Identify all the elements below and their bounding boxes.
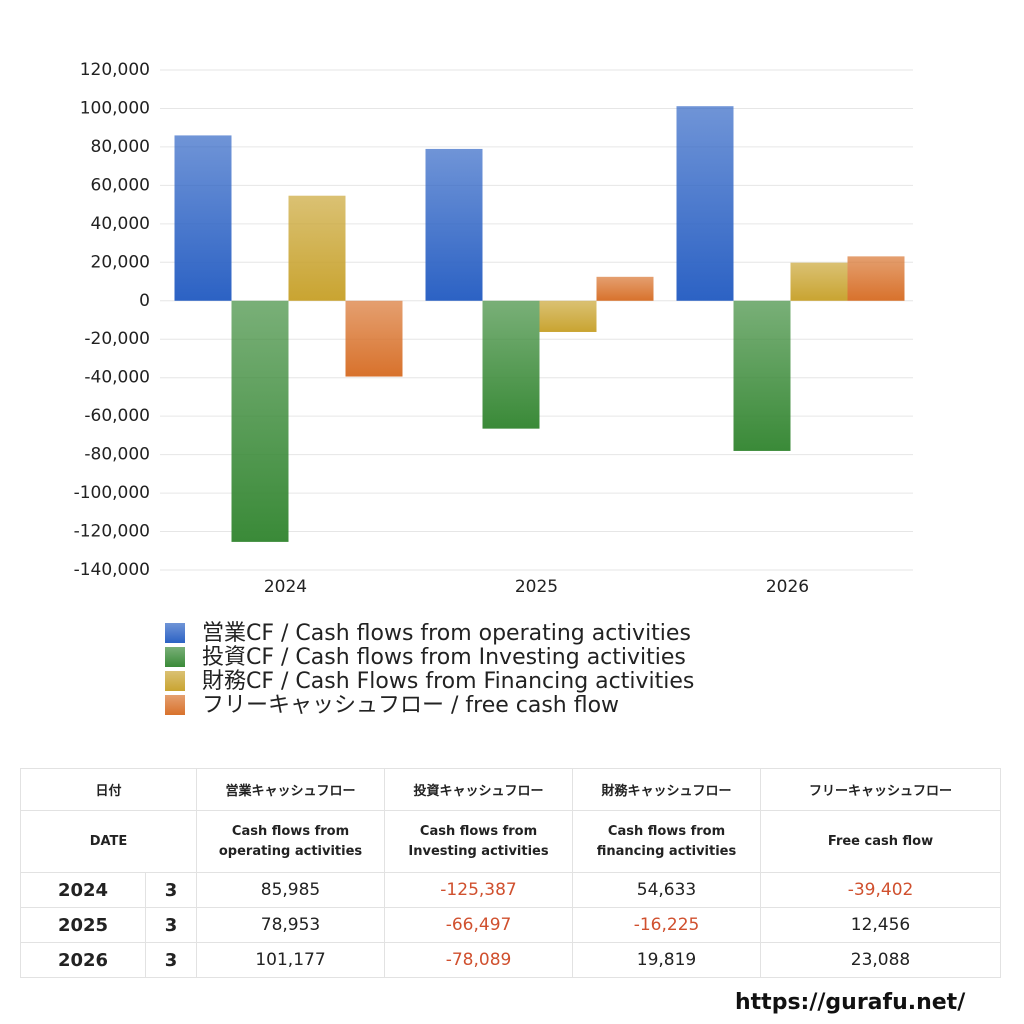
table-cell: 54,633 (572, 872, 762, 908)
y-tick-label: 60,000 (91, 175, 150, 195)
table-cell: 2026 (20, 942, 146, 978)
bar (231, 300, 289, 542)
y-tick-label: 20,000 (91, 252, 150, 272)
table-cell: 3 (144, 872, 198, 908)
table-cell: Free cash flow (760, 810, 1002, 873)
site-url: https://gurafu.net/ (735, 990, 966, 1015)
table-cell: 101,177 (196, 942, 386, 978)
table-cell: 3 (144, 942, 198, 978)
header-row: 日付 営業キャッシュフロー 投資キャッシュフロー 財務キャッシュフロー フリーキャッシュ… (19, 768, 1002, 811)
table-cell: フリーキャッシュフロー (760, 768, 1002, 811)
table-cell: Cash flows from operating activities (196, 810, 386, 873)
y-tick-label: 80,000 (91, 137, 150, 157)
bar (174, 135, 232, 301)
table-cell: 営業キャッシュフロー (196, 768, 386, 811)
bar (676, 106, 734, 301)
table-cell: 2024 (20, 872, 146, 908)
table-cell: 3 (144, 907, 198, 943)
y-tick-label: 120,000 (80, 60, 150, 80)
y-tick-label: -20,000 (84, 329, 150, 349)
y-tick-label: 40,000 (91, 214, 150, 234)
bar (482, 300, 540, 429)
header-row: DATE Cash flows from operating activities… (19, 810, 1002, 873)
bar (733, 300, 791, 451)
table-cell: -66,497 (384, 907, 574, 943)
table-cell: 投資キャッシュフロー (384, 768, 574, 811)
data-table: 日付 営業キャッシュフロー 投資キャッシュフロー 財務キャッシュフロー フリーキャッシュ… (19, 768, 1002, 978)
y-tick-label: -60,000 (84, 406, 150, 426)
y-tick-label: -40,000 (84, 368, 150, 388)
legend-swatch (165, 695, 185, 715)
bar (288, 195, 346, 301)
legend-label: 財務CF / Cash Flows from Financing activit… (202, 669, 694, 694)
data-row: 2024 3 85,985 -125,387 54,633 -39,402 (20, 872, 1002, 908)
y-tick-label: 0 (139, 291, 150, 311)
table-cell: 78,953 (196, 907, 386, 943)
x-tick-label: 2025 (515, 577, 558, 597)
data-row: 2026 3 101,177 -78,089 19,819 23,088 (20, 942, 1002, 978)
bar (345, 300, 403, 377)
legend-label: 投資CF / Cash flows from Investing activit… (202, 645, 686, 670)
table-cell: -78,089 (384, 942, 574, 978)
chart: -140,000 -120,000 -100,000 -80,000 -60,000 -4… (74, 60, 913, 718)
data-row: 2025 3 78,953 -66,497 -16,225 12,456 (20, 907, 1002, 943)
bar (847, 256, 905, 301)
table-cell: Cash flows from Investing activities (384, 810, 574, 873)
table-cell: 日付 (19, 768, 198, 811)
y-tick-label: -140,000 (74, 560, 150, 580)
table-cell: Cash flows from financing activities (572, 810, 762, 873)
bar (790, 262, 848, 301)
y-tick-label: -120,000 (74, 522, 150, 542)
table-cell: 12,456 (760, 907, 1002, 943)
table-cell: 85,985 (196, 872, 386, 908)
bar (539, 300, 597, 332)
bar (596, 276, 654, 301)
table-cell: 23,088 (760, 942, 1002, 978)
y-tick-label: 100,000 (80, 98, 150, 118)
table-cell: -39,402 (760, 872, 1002, 908)
table-cell: 財務キャッシュフロー (572, 768, 762, 811)
legend-swatch (165, 671, 185, 691)
legend-swatch (165, 623, 185, 643)
table-cell: -125,387 (384, 872, 574, 908)
x-tick-label: 2026 (766, 577, 809, 597)
x-tick-label: 2024 (264, 577, 307, 597)
legend-label: フリーキャッシュフロー / free cash flow (202, 693, 619, 718)
y-tick-label: -80,000 (84, 445, 150, 465)
table-cell: -16,225 (572, 907, 762, 943)
legend-swatch (165, 647, 185, 667)
table-cell: 19,819 (572, 942, 762, 978)
table-cell: DATE (19, 810, 198, 873)
bar (425, 148, 483, 301)
legend-label: 営業CF / Cash flows from operating activit… (202, 621, 691, 646)
table-cell: 2025 (20, 907, 146, 943)
y-tick-label: -100,000 (74, 483, 150, 503)
